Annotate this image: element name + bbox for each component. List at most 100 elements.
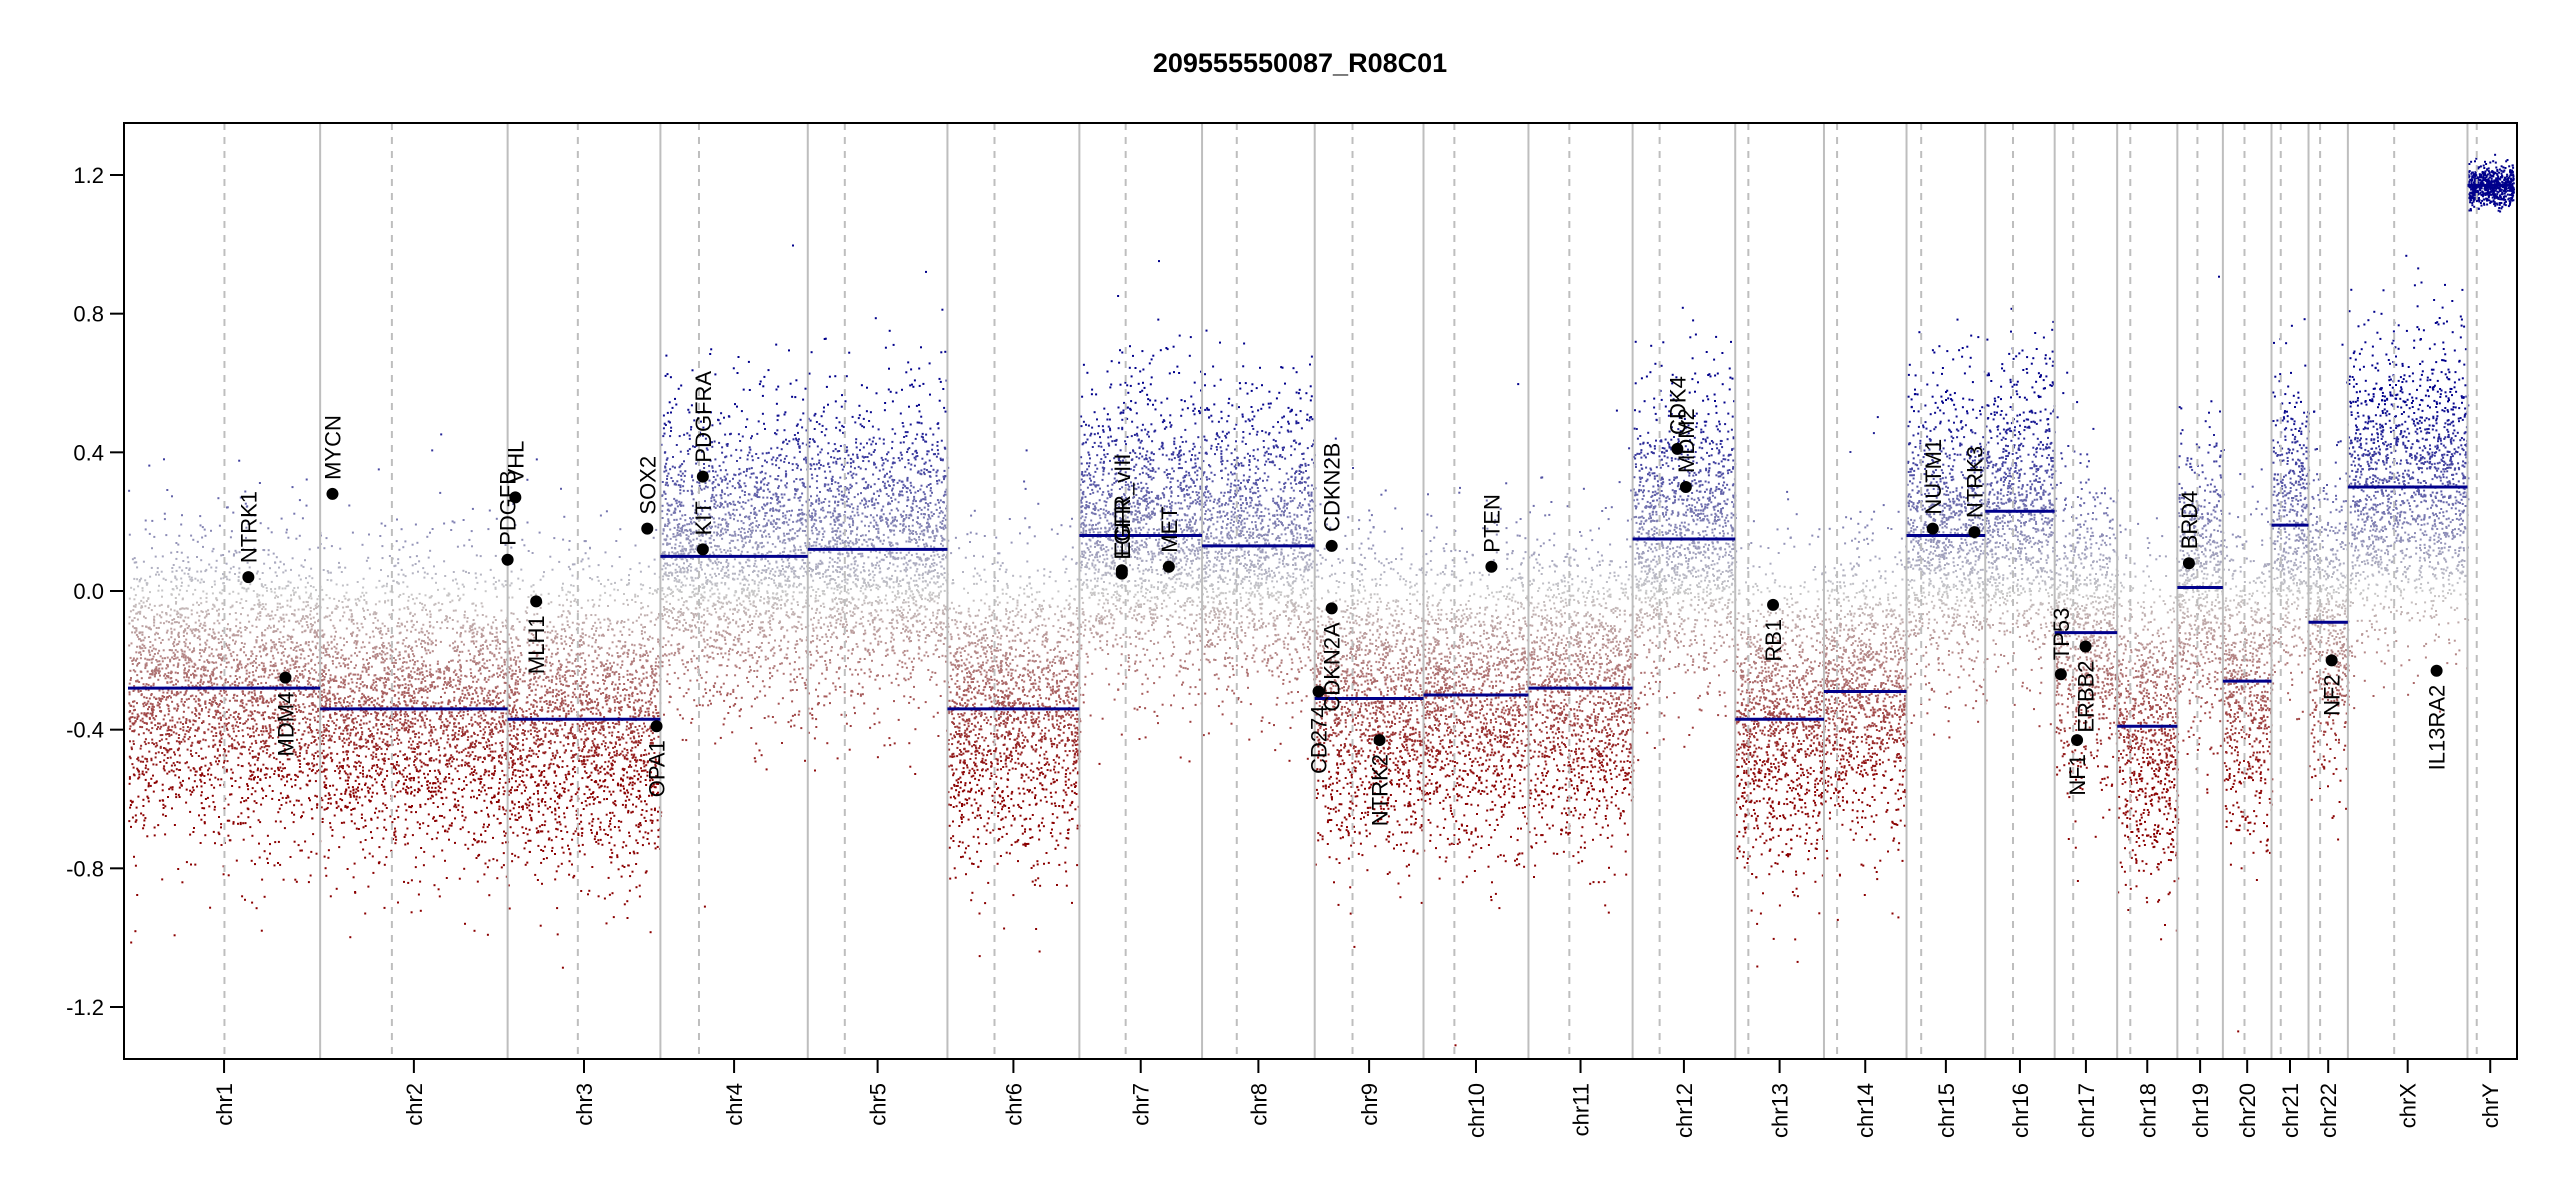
probe-point	[309, 575, 311, 577]
probe-point	[278, 641, 280, 643]
probe-point	[154, 639, 156, 641]
probe-point	[240, 812, 242, 814]
probe-point	[308, 705, 310, 707]
probe-point	[244, 899, 246, 901]
probe-point	[161, 571, 163, 573]
probe-point	[148, 465, 150, 467]
probe-point	[282, 763, 284, 765]
probe-point	[128, 623, 130, 625]
probe-point	[229, 684, 231, 686]
probe-point	[181, 656, 183, 658]
probe-point	[313, 758, 315, 760]
probe-point	[266, 590, 268, 592]
probe-point	[292, 557, 294, 559]
probe-point	[177, 708, 179, 710]
probe-point	[297, 776, 299, 778]
probe-point	[306, 752, 308, 754]
probe-point	[292, 486, 294, 488]
probe-point	[226, 711, 228, 713]
probe-point	[251, 774, 253, 776]
probe-point	[285, 532, 287, 534]
probe-point	[135, 651, 137, 653]
probe-point	[149, 646, 151, 648]
probe-point	[276, 556, 278, 558]
probe-point	[201, 772, 203, 774]
probe-point	[304, 841, 306, 843]
probe-point	[310, 851, 312, 853]
probe-point	[313, 736, 315, 738]
probe-point	[161, 752, 163, 754]
probe-point	[260, 730, 262, 732]
probe-point	[164, 715, 166, 717]
probe-point	[188, 669, 190, 671]
probe-point	[187, 646, 189, 648]
probe-point	[219, 676, 221, 678]
probe-point	[217, 778, 219, 780]
probe-point	[232, 728, 234, 730]
probe-point	[274, 592, 276, 594]
probe-point	[228, 874, 230, 876]
probe-point	[243, 800, 245, 802]
probe-point	[140, 813, 142, 815]
probe-point	[188, 684, 190, 686]
probe-point	[263, 663, 265, 665]
probe-point	[129, 756, 131, 758]
probe-point	[131, 730, 133, 732]
probe-point	[240, 801, 242, 803]
probe-point	[306, 479, 308, 481]
probe-point	[174, 639, 176, 641]
probe-point	[188, 666, 190, 668]
probe-point	[278, 638, 280, 640]
probe-point	[177, 657, 179, 659]
probe-point	[151, 547, 153, 549]
probe-point	[256, 667, 258, 669]
probe-point	[270, 698, 272, 700]
probe-point	[205, 691, 207, 693]
probe-point	[256, 636, 258, 638]
probe-point	[252, 653, 254, 655]
probe-point	[200, 597, 202, 599]
probe-point	[157, 652, 159, 654]
probe-point	[183, 694, 185, 696]
probe-point	[277, 603, 279, 605]
probe-point	[263, 648, 265, 650]
probe-point	[154, 653, 156, 655]
probe-point	[154, 834, 156, 836]
probe-point	[303, 694, 305, 696]
probe-point	[173, 658, 175, 660]
probe-point	[216, 703, 218, 705]
probe-point	[298, 596, 300, 598]
probe-point	[271, 591, 273, 593]
probe-point	[200, 748, 202, 750]
probe-point	[207, 692, 209, 694]
probe-point	[181, 552, 183, 554]
probe-point	[180, 691, 182, 693]
probe-point	[293, 804, 295, 806]
probe-point	[214, 695, 216, 697]
probe-point	[249, 746, 251, 748]
probe-point	[270, 588, 272, 590]
probe-point	[230, 568, 232, 570]
probe-point	[276, 758, 278, 760]
probe-point	[219, 592, 221, 594]
probe-point	[238, 630, 240, 632]
probe-point	[230, 769, 232, 771]
probe-point	[311, 742, 313, 744]
probe-point	[281, 804, 283, 806]
probe-point	[161, 596, 163, 598]
probe-point	[284, 667, 286, 669]
probe-point	[256, 616, 258, 618]
probe-point	[269, 776, 271, 778]
probe-point	[234, 694, 236, 696]
probe-point	[178, 594, 180, 596]
probe-point	[281, 518, 283, 520]
probe-point	[298, 575, 300, 577]
probe-point	[264, 711, 266, 713]
probe-point	[259, 602, 261, 604]
probe-point	[236, 678, 238, 680]
probe-point	[134, 627, 136, 629]
probe-point	[187, 627, 189, 629]
probe-point	[306, 750, 308, 752]
probe-point	[163, 458, 165, 460]
probe-point	[308, 644, 310, 646]
